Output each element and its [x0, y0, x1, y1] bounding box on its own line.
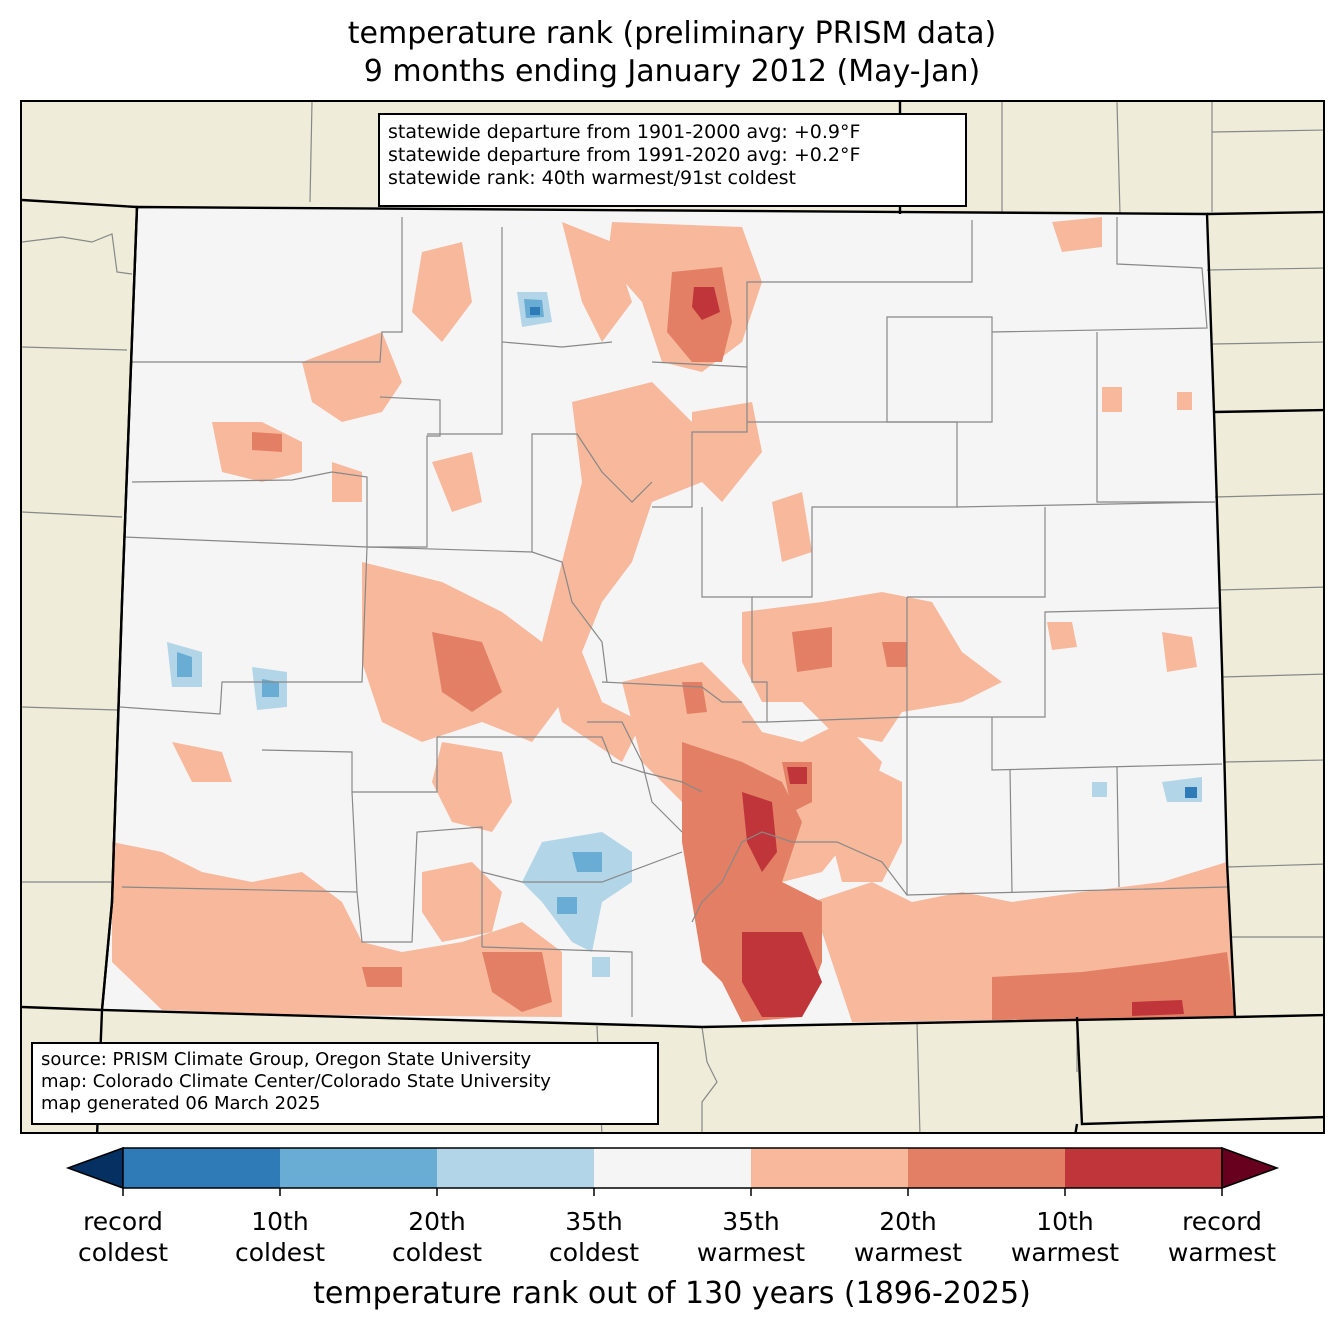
colorbar-segment-near-normal	[594, 1148, 751, 1188]
tick-label-line1: 10th	[1036, 1207, 1094, 1236]
tick-label-line1: 35th	[722, 1207, 780, 1236]
colorbar-label-record-coldest: record coldest	[48, 1206, 198, 1268]
cold-10-regions	[530, 307, 1197, 798]
colorbar-label-record-warmest: record warmest	[1147, 1206, 1297, 1268]
colorbar-label-20th-coldest: 20th coldest	[362, 1206, 512, 1268]
tick-label-line2: coldest	[234, 1238, 326, 1267]
tick-label-line2: warmest	[696, 1238, 806, 1267]
colorbar-segment-20th-warmest	[908, 1148, 1065, 1188]
source-credits-box: source: PRISM Climate Group, Oregon Stat…	[31, 1042, 659, 1125]
colorbar-title: temperature rank out of 130 years (1896-…	[313, 1276, 1031, 1311]
map-panel	[20, 100, 1325, 1134]
map-title-line2: 9 months ending January 2012 (May-Jan)	[363, 54, 981, 89]
warm-record-regions	[692, 287, 1184, 1017]
tick-label-line1: record	[83, 1207, 163, 1236]
cold-20-regions	[177, 299, 602, 914]
map-title-line1: temperature rank (preliminary PRISM data…	[347, 16, 997, 51]
tick-label-line2: coldest	[548, 1238, 640, 1267]
colorbar	[65, 1146, 1280, 1196]
tick-label-line2: coldest	[391, 1238, 483, 1267]
colorbar-segment-10th-coldest	[123, 1148, 280, 1188]
statewide-stats-box: statewide departure from 1901-2000 avg: …	[378, 113, 967, 207]
tick-label-line1: 10th	[251, 1207, 309, 1236]
tick-label-line2: warmest	[1010, 1238, 1120, 1267]
tick-label-line2: warmest	[853, 1238, 963, 1267]
colorbar-segment-35th-coldest	[437, 1148, 594, 1188]
colorbar-label-35th-coldest: 35th coldest	[519, 1206, 669, 1268]
colorbar-extend-cold	[65, 1146, 124, 1190]
generated-date-line: map generated 06 March 2025	[41, 1093, 321, 1114]
stats-statewide-rank: statewide rank: 40th warmest/91st coldes…	[388, 167, 797, 189]
colorado-state	[102, 207, 1235, 1027]
source-line: source: PRISM Climate Group, Oregon Stat…	[41, 1049, 532, 1070]
colorbar-outline	[122, 1147, 1223, 1189]
county-boundaries	[119, 217, 1228, 1017]
colorbar-label-35th-warmest: 35th warmest	[676, 1206, 826, 1268]
colorbar-extend-warm	[1221, 1146, 1280, 1190]
colorbar-label-20th-warmest: 20th warmest	[833, 1206, 983, 1268]
colorbar-ticks	[122, 1188, 1223, 1196]
tick-label-line2: coldest	[77, 1238, 169, 1267]
tick-label-line2: warmest	[1167, 1238, 1277, 1267]
tick-label-line1: record	[1182, 1207, 1262, 1236]
colorbar-segment-20th-coldest	[280, 1148, 437, 1188]
colorbar-segment-35th-warmest	[751, 1148, 908, 1188]
tick-label-line1: 20th	[408, 1207, 466, 1236]
colorbar-label-10th-warmest: 10th warmest	[990, 1206, 1140, 1268]
stats-departure-1901-2000: statewide departure from 1901-2000 avg: …	[388, 121, 861, 143]
map-credit-line: map: Colorado Climate Center/Colorado St…	[41, 1071, 551, 1092]
colorbar-segment-10th-warmest	[1065, 1148, 1222, 1188]
colorbar-label-10th-coldest: 10th coldest	[205, 1206, 355, 1268]
tick-label-line1: 35th	[565, 1207, 623, 1236]
stats-departure-1991-2020: statewide departure from 1991-2020 avg: …	[388, 144, 861, 166]
colorado-rank-map	[22, 102, 1323, 1132]
tick-label-line1: 20th	[879, 1207, 937, 1236]
